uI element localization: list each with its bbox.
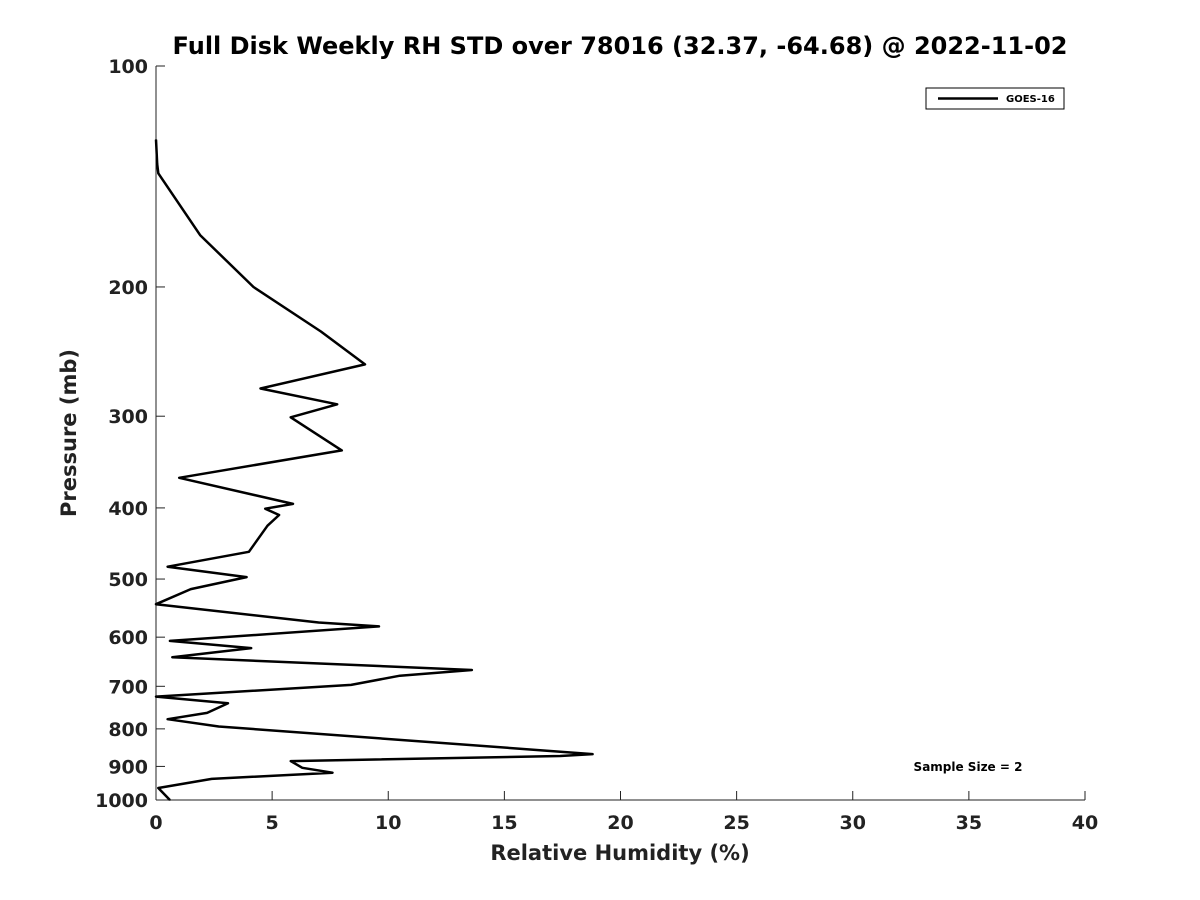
- data-series: [154, 138, 594, 801]
- x-tick-label: 40: [1072, 812, 1098, 834]
- data-point: [559, 755, 561, 757]
- y-tick-label: 400: [108, 498, 148, 520]
- data-point: [289, 416, 292, 419]
- data-point: [250, 647, 252, 649]
- y-tick-label: 600: [108, 627, 148, 649]
- data-point: [264, 507, 267, 510]
- data-point: [278, 514, 280, 516]
- x-tick-label: 30: [840, 812, 866, 834]
- data-point: [292, 503, 294, 505]
- data-point: [248, 551, 250, 553]
- data-point: [157, 787, 160, 789]
- y-tick-label: 800: [108, 719, 148, 741]
- data-point: [210, 778, 213, 780]
- data-point: [171, 656, 174, 658]
- data-point: [199, 234, 201, 236]
- data-point: [336, 403, 339, 406]
- data-point: [156, 163, 158, 165]
- plot-axes: [155, 66, 1085, 801]
- data-point: [471, 669, 473, 671]
- data-point: [245, 576, 248, 578]
- data-point: [266, 524, 269, 527]
- legend: GOES-16: [925, 87, 1065, 110]
- data-point: [591, 753, 594, 755]
- data-point: [289, 760, 292, 762]
- data-point: [341, 449, 343, 452]
- data-point: [301, 767, 304, 769]
- y-tick-label: 300: [108, 406, 148, 428]
- x-tick-label: 15: [491, 812, 517, 834]
- data-point: [155, 138, 157, 141]
- data-point: [252, 286, 255, 288]
- data-point: [157, 172, 160, 175]
- x-axis-label: Relative Humidity (%): [490, 841, 749, 865]
- data-point: [331, 771, 334, 774]
- x-tick-label: 0: [149, 812, 162, 834]
- data-point: [399, 674, 401, 677]
- data-point: [169, 640, 171, 642]
- x-tick-label: 5: [266, 812, 279, 834]
- y-tick-label: 500: [108, 569, 148, 591]
- data-point: [350, 684, 352, 686]
- data-point: [155, 603, 157, 605]
- x-tick-label: 35: [956, 812, 982, 834]
- data-point: [190, 588, 192, 590]
- data-point: [320, 330, 322, 333]
- series-line-goes-16: [154, 139, 594, 801]
- data-point: [169, 799, 171, 801]
- data-point: [166, 718, 169, 720]
- y-tick-label: 200: [108, 277, 148, 299]
- data-point: [317, 621, 320, 624]
- x-tick-label: 20: [607, 812, 633, 834]
- data-point: [378, 625, 380, 628]
- data-point: [227, 702, 229, 704]
- x-tick-label: 25: [723, 812, 749, 834]
- legend-label-goes-16: GOES-16: [1006, 94, 1055, 105]
- data-point: [217, 725, 220, 728]
- data-point: [206, 712, 208, 714]
- axis-ticks: 0 5 10 15 20 25 30 35 40 100 200 300 400 500 600 700 800…: [95, 56, 1098, 834]
- data-point: [364, 363, 366, 366]
- chart-title: Full Disk Weekly RH STD over 78016 (32.3…: [173, 32, 1068, 60]
- y-tick-label: 700: [108, 676, 148, 698]
- data-point: [155, 695, 157, 698]
- y-tick-label: 100: [108, 56, 148, 78]
- sample-size-annotation: Sample Size = 2: [914, 760, 1023, 774]
- x-tick-label: 10: [375, 812, 401, 834]
- data-point: [259, 387, 262, 390]
- y-tick-label: 900: [108, 756, 148, 778]
- data-point: [178, 477, 180, 479]
- y-axis-label: Pressure (mb): [57, 349, 81, 517]
- y-tick-label: 1000: [95, 790, 148, 812]
- data-point: [166, 565, 169, 568]
